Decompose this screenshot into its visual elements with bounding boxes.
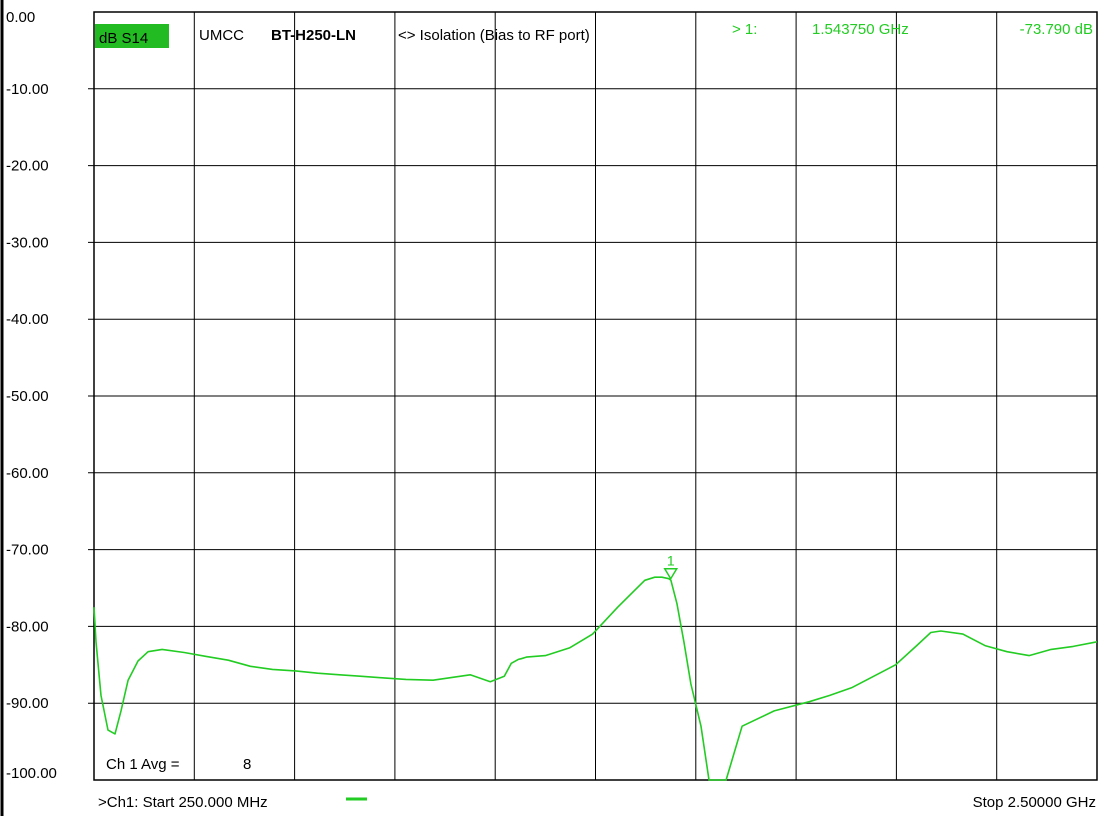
y-tick-label: 0.00 bbox=[6, 9, 35, 26]
start-frequency: >Ch1: Start 250.000 MHz bbox=[98, 794, 268, 811]
stop-frequency: Stop 2.50000 GHz bbox=[973, 794, 1096, 811]
trace-description: <> Isolation (Bias to RF port) bbox=[398, 27, 590, 44]
y-tick-label: -10.00 bbox=[6, 81, 49, 98]
marker-frequency: 1.543750 GHz bbox=[812, 21, 909, 38]
y-tick-label: -100.00 bbox=[6, 765, 57, 782]
model-name: BT-H250-LN bbox=[271, 27, 356, 44]
y-tick-label: -30.00 bbox=[6, 234, 49, 251]
trace-format-badge[interactable] bbox=[95, 24, 169, 48]
y-tick-label: -60.00 bbox=[6, 465, 49, 482]
y-tick-label: -40.00 bbox=[6, 311, 49, 328]
marker-triangle-icon bbox=[663, 567, 679, 581]
grid bbox=[88, 12, 1097, 780]
marker-number: 1 bbox=[667, 553, 675, 569]
average-label: Ch 1 Avg = bbox=[106, 756, 180, 773]
y-tick-label: -20.00 bbox=[6, 158, 49, 175]
manufacturer: UMCC bbox=[199, 27, 244, 44]
average-value: 8 bbox=[243, 756, 251, 773]
y-tick-label: -90.00 bbox=[6, 695, 49, 712]
trace-format[interactable]: dB S14 bbox=[99, 30, 148, 47]
marker-label: > 1: bbox=[732, 21, 757, 38]
y-tick-label: -80.00 bbox=[6, 618, 49, 635]
marker-value: -73.790 dB bbox=[1020, 21, 1093, 38]
y-tick-labels: 0.00 -10.00 -20.00 -30.00 -40.00 -50.00 -60.00… bbox=[6, 9, 57, 782]
y-tick-label: -70.00 bbox=[6, 542, 49, 559]
y-tick-label: -50.00 bbox=[6, 388, 49, 405]
trace-line bbox=[93, 576, 1098, 781]
marker-1[interactable]: 1 bbox=[663, 553, 679, 581]
